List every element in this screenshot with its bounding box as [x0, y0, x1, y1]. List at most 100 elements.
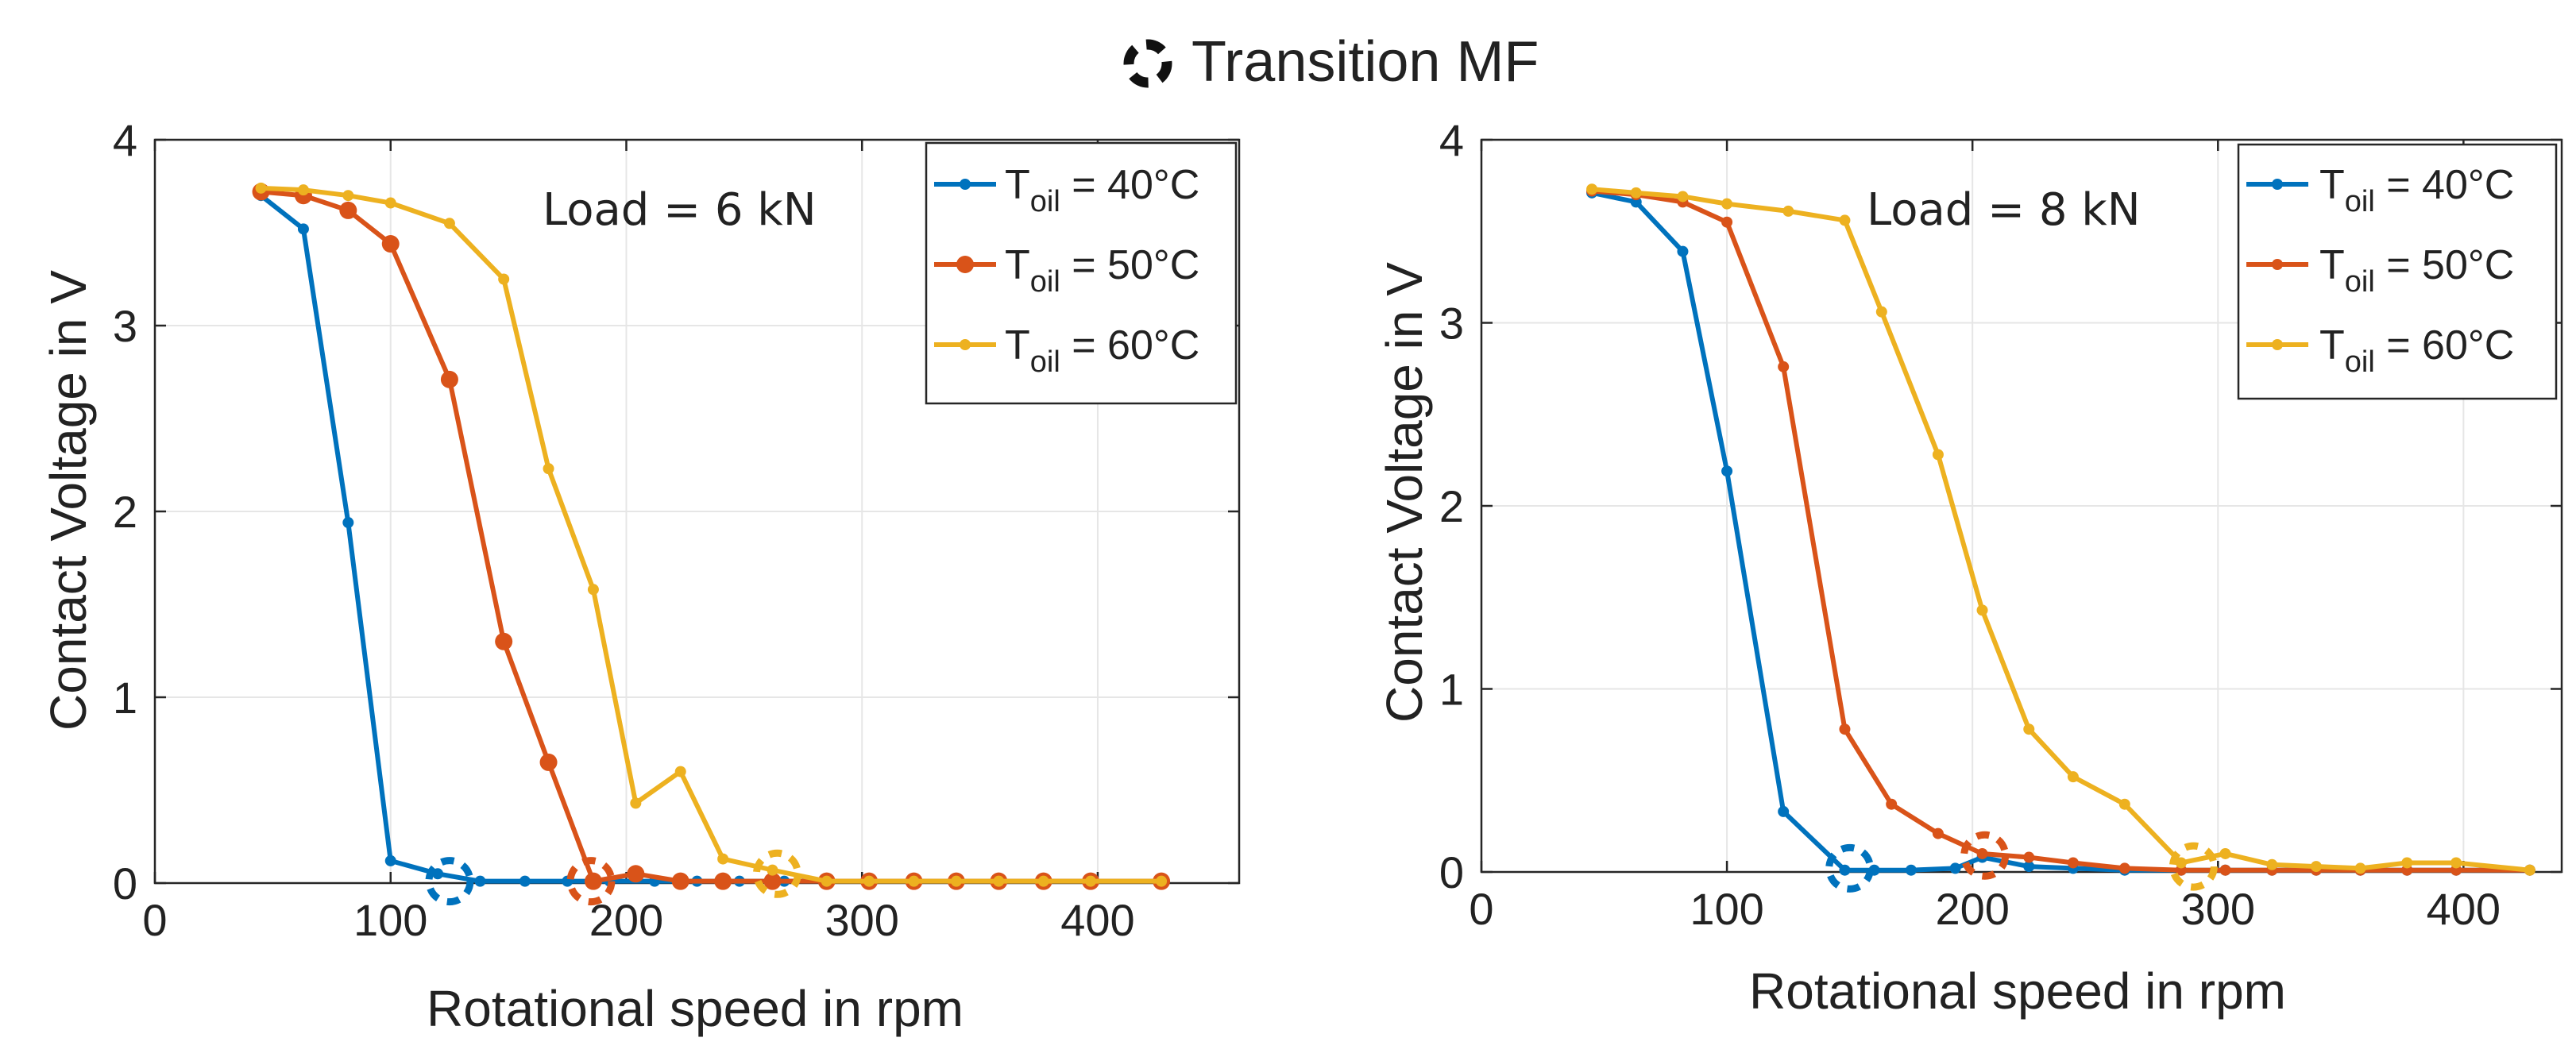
data-point — [2175, 857, 2187, 869]
data-point — [2310, 861, 2322, 873]
data-point — [2266, 858, 2278, 870]
data-point — [1156, 875, 1168, 887]
data-point — [297, 184, 309, 196]
plot-area — [252, 182, 1171, 906]
data-point — [1905, 864, 1917, 876]
legend-label-subscript: oil — [2345, 265, 2375, 299]
y-tick-label: 0 — [113, 858, 137, 908]
series-line — [1591, 187, 2531, 873]
legend-label-subscript: oil — [1030, 345, 1060, 379]
data-point — [2118, 798, 2130, 810]
legend-label-main: T — [2319, 162, 2345, 208]
data-point — [950, 875, 962, 887]
legend-label-value: = 60°C — [2375, 322, 2514, 368]
data-point — [630, 797, 642, 809]
legend-label: Toil = 60°C — [2319, 322, 2514, 379]
transition-marker — [425, 857, 474, 906]
data-point — [1721, 465, 1733, 477]
y-tick-label: 2 — [1439, 481, 1464, 531]
data-point — [1839, 214, 1851, 226]
data-point — [1875, 306, 1887, 318]
data-point — [587, 584, 599, 596]
y-tick-label: 1 — [113, 673, 137, 723]
data-point — [1778, 805, 1790, 817]
data-point — [342, 517, 354, 529]
legend-marker — [2272, 179, 2283, 190]
legend-item: Toil = 40°C — [2246, 162, 2514, 218]
transition-marker — [1960, 831, 2010, 880]
plot-box — [1480, 138, 2563, 874]
legend-item: Toil = 60°C — [2246, 322, 2514, 379]
x-tick-label: 100 — [353, 895, 427, 945]
axes: 0 100 200 300 400 0 1 2 3 4 — [113, 115, 1241, 945]
legend-marker — [960, 179, 971, 190]
legend-marker — [2272, 259, 2283, 270]
data-point — [714, 872, 732, 890]
data-point — [2450, 857, 2462, 869]
legend-label-value: = 50°C — [2375, 242, 2514, 288]
data-point — [1782, 205, 1794, 217]
legend-label-subscript: oil — [1030, 265, 1060, 299]
data-point — [1586, 183, 1598, 195]
legend-label-subscript: oil — [2345, 185, 2375, 218]
legend-item: Toil = 50°C — [2246, 242, 2514, 299]
data-point — [2118, 862, 2130, 874]
data-point — [1677, 191, 1689, 203]
legend-item: Toil = 40°C — [934, 162, 1199, 218]
data-point — [584, 872, 602, 890]
data-point — [474, 875, 486, 887]
x-tick-label: 400 — [1060, 895, 1134, 945]
x-tick-label: 300 — [825, 895, 898, 945]
y-tick-label: 0 — [1439, 847, 1464, 897]
legend-label-value: = 40°C — [1060, 162, 1199, 208]
y-tick-label: 4 — [1439, 115, 1464, 165]
data-point — [1839, 864, 1851, 876]
data-point — [993, 875, 1005, 887]
y-tick-label: 3 — [1439, 299, 1464, 349]
legend-marker — [960, 339, 971, 350]
legend-label: Toil = 50°C — [1005, 242, 1199, 299]
y-axis-title: Contact Voltage in V — [1376, 262, 1433, 723]
data-point — [1976, 604, 1988, 616]
data-point — [384, 854, 396, 866]
data-point — [539, 753, 558, 771]
legend-marker — [956, 256, 974, 273]
data-point — [495, 632, 513, 650]
legend-label-value: = 60°C — [1060, 322, 1199, 368]
data-point — [1721, 216, 1733, 228]
data-point — [1932, 449, 1944, 461]
dashed-circle-icon — [1123, 39, 1172, 88]
data-point — [2219, 864, 2231, 876]
transition-marker — [1825, 843, 1875, 893]
legend-box — [2237, 143, 2558, 400]
legend-label-main: T — [2319, 322, 2345, 368]
legend-label-main: T — [1005, 322, 1030, 368]
y-tick-label: 3 — [113, 301, 137, 351]
transition-marker — [2169, 842, 2218, 891]
legend-label-value: = 50°C — [1060, 242, 1199, 288]
legend-label: Toil = 50°C — [2319, 242, 2514, 299]
legend-label: Toil = 40°C — [2319, 162, 2514, 218]
series-line — [261, 185, 1162, 884]
data-point — [443, 218, 455, 230]
data-point — [2023, 851, 2035, 863]
data-point — [2524, 864, 2535, 876]
legend-label: Toil = 40°C — [1005, 162, 1199, 218]
data-point — [863, 875, 875, 887]
data-point — [519, 875, 531, 887]
x-tick-label: 300 — [2181, 884, 2255, 934]
legend-label-subscript: oil — [2345, 345, 2375, 379]
x-tick-label: 100 — [1690, 884, 1763, 934]
data-point — [1839, 723, 1851, 735]
data-point — [381, 235, 400, 253]
data-point — [767, 864, 778, 876]
legend: Toil = 40°C Toil = 50°C Toil = 60°C — [925, 141, 1238, 405]
plot-area — [1586, 183, 2535, 893]
legend-label-subscript: oil — [1030, 185, 1060, 218]
x-tick-label: 200 — [589, 895, 663, 945]
data-point — [1778, 361, 1790, 372]
data-point — [671, 872, 689, 890]
data-point — [498, 273, 510, 285]
